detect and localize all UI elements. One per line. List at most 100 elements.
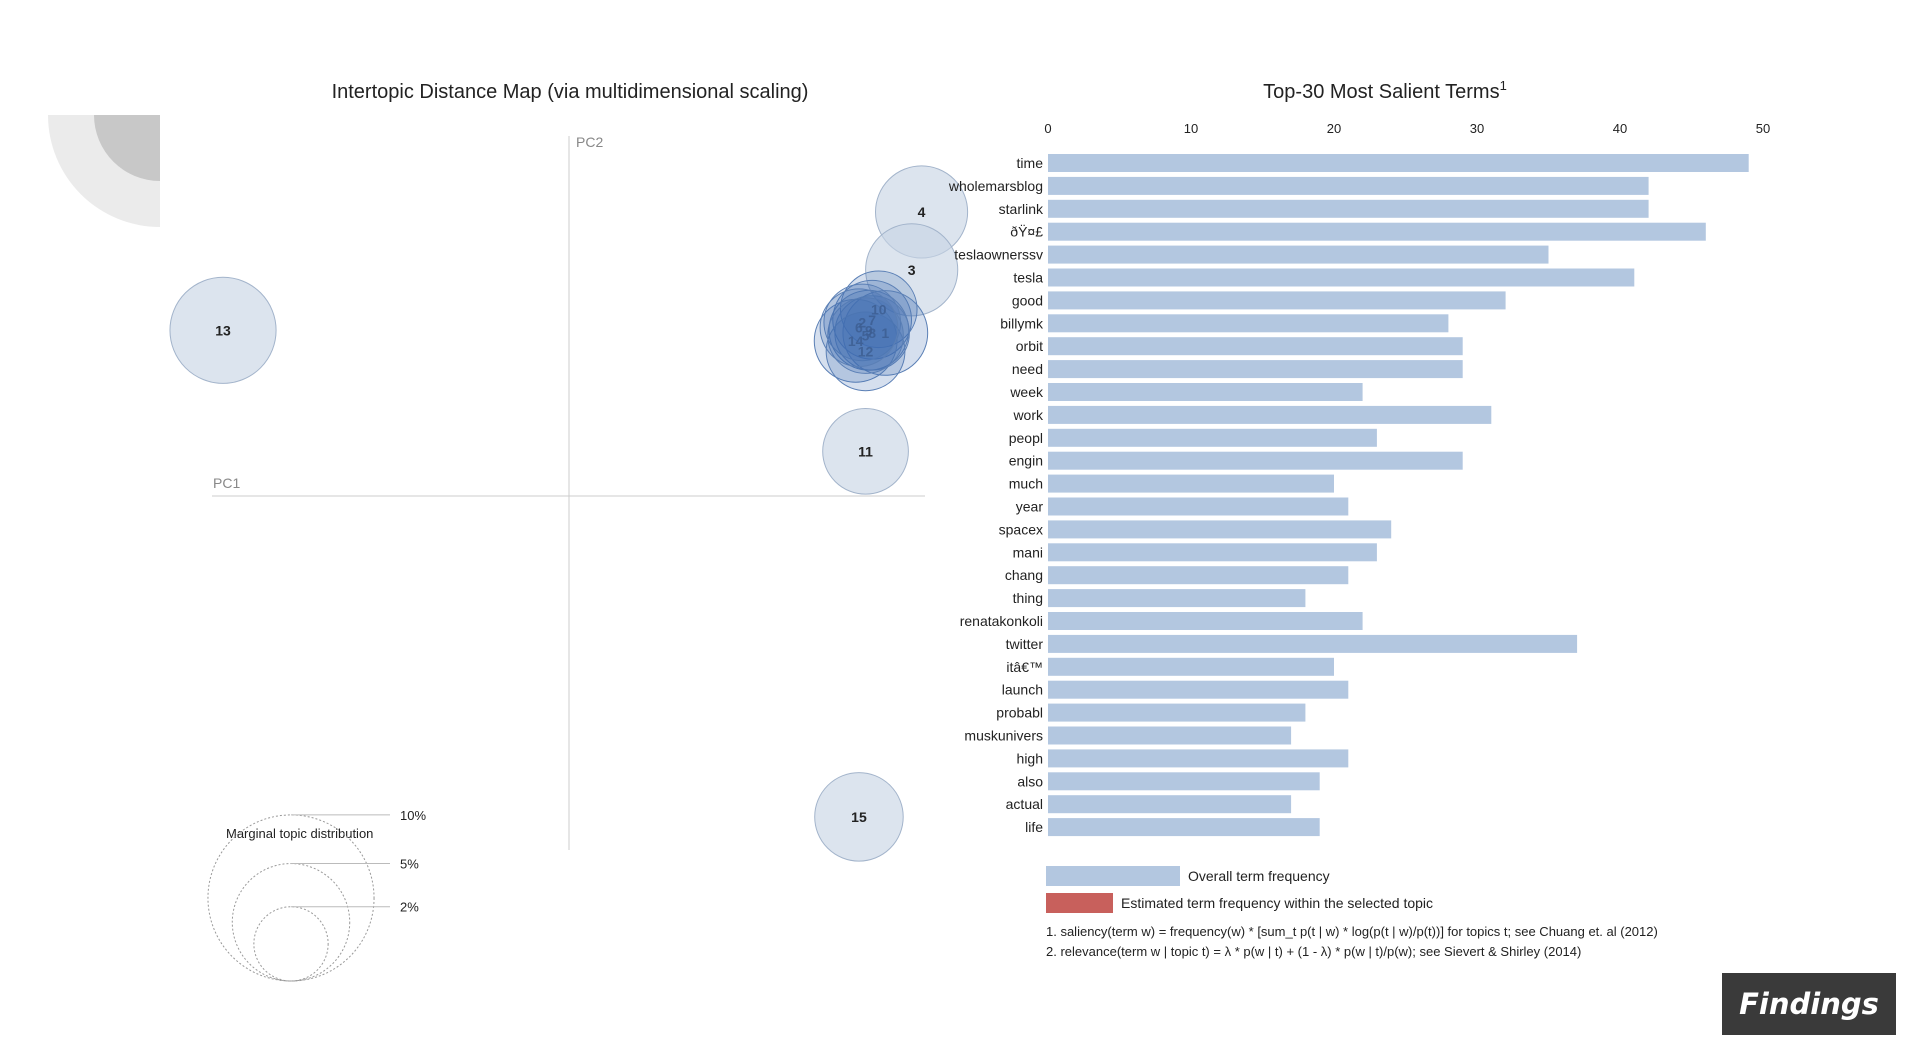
term-label[interactable]: week bbox=[1009, 384, 1044, 400]
findings-badge-label: Findings bbox=[1739, 987, 1879, 1021]
term-bar[interactable] bbox=[1048, 772, 1320, 791]
term-label[interactable]: mani bbox=[1013, 544, 1043, 560]
term-label[interactable]: billymk bbox=[1000, 315, 1044, 331]
term-bar[interactable] bbox=[1048, 291, 1506, 310]
topic-bubble-label: 2 bbox=[858, 314, 866, 330]
size-legend-label: 5% bbox=[400, 857, 419, 872]
term-bar[interactable] bbox=[1048, 566, 1349, 585]
bar-axis-tick-label: 50 bbox=[1756, 121, 1770, 136]
term-label[interactable]: itâ€™ bbox=[1006, 659, 1043, 675]
term-label[interactable]: wholemarsblog bbox=[948, 178, 1043, 194]
corner-decoration bbox=[48, 115, 160, 227]
term-bar[interactable] bbox=[1048, 612, 1363, 630]
term-bar[interactable] bbox=[1048, 428, 1377, 447]
intertopic-map-title: Intertopic Distance Map (via multidimens… bbox=[332, 81, 809, 103]
topic-bubble[interactable] bbox=[825, 311, 906, 392]
term-bar[interactable] bbox=[1048, 726, 1292, 745]
topic-bubble-label: 7 bbox=[868, 312, 876, 328]
term-bar[interactable] bbox=[1048, 680, 1349, 699]
term-label[interactable]: peopl bbox=[1009, 430, 1043, 446]
term-bar[interactable] bbox=[1048, 405, 1492, 424]
topic-bubble[interactable] bbox=[819, 288, 899, 368]
topic-bubble-label: 11 bbox=[858, 443, 873, 459]
term-bar[interactable] bbox=[1048, 749, 1349, 768]
term-label[interactable]: actual bbox=[1006, 796, 1043, 812]
term-label[interactable]: starlink bbox=[999, 201, 1044, 217]
term-bar[interactable] bbox=[1048, 474, 1334, 493]
topic-bubble-label: 8 bbox=[868, 325, 876, 341]
term-label[interactable]: much bbox=[1009, 476, 1043, 492]
term-label[interactable]: twitter bbox=[1006, 636, 1044, 652]
term-bar[interactable] bbox=[1048, 245, 1549, 264]
term-bar[interactable] bbox=[1048, 176, 1649, 195]
salient-terms-bars[interactable]: time wholemarsblog starlink ðŸ¤£ teslaowners… bbox=[948, 154, 1749, 837]
term-label[interactable]: time bbox=[1017, 155, 1044, 171]
term-label[interactable]: high bbox=[1017, 750, 1043, 766]
findings-badge: Findings bbox=[1722, 973, 1896, 1035]
term-label[interactable]: spacex bbox=[999, 521, 1043, 537]
topic-bubble[interactable] bbox=[814, 772, 904, 862]
term-label[interactable]: also bbox=[1017, 773, 1043, 789]
term-bar[interactable] bbox=[1048, 497, 1349, 516]
topic-bubble[interactable] bbox=[169, 276, 277, 384]
term-bar[interactable] bbox=[1048, 520, 1392, 539]
term-bar[interactable] bbox=[1048, 589, 1306, 608]
term-bar[interactable] bbox=[1048, 703, 1306, 722]
legend-swatch-overall bbox=[1046, 866, 1180, 886]
salient-terms-title-text: Top-30 Most Salient Terms bbox=[1263, 81, 1499, 103]
topic-bubble-label: 6 bbox=[855, 320, 863, 336]
term-bar[interactable] bbox=[1048, 451, 1463, 470]
term-label[interactable]: need bbox=[1012, 361, 1043, 377]
legend-label-overall: Overall term frequency bbox=[1188, 868, 1330, 884]
term-label[interactable]: life bbox=[1025, 819, 1043, 835]
bar-axis-tick-label: 0 bbox=[1044, 121, 1051, 136]
topic-bubble-label: 13 bbox=[215, 322, 231, 338]
term-bar[interactable] bbox=[1048, 314, 1449, 333]
term-bar[interactable] bbox=[1048, 383, 1363, 401]
topic-bubble[interactable] bbox=[827, 297, 904, 374]
term-bar[interactable] bbox=[1048, 795, 1292, 814]
term-label[interactable]: launch bbox=[1002, 682, 1043, 698]
term-label[interactable]: muskunivers bbox=[964, 728, 1043, 744]
term-label[interactable]: teslaownerssv bbox=[954, 247, 1043, 263]
term-label[interactable]: tesla bbox=[1013, 270, 1043, 286]
term-bar[interactable] bbox=[1048, 222, 1706, 241]
term-bar[interactable] bbox=[1048, 634, 1578, 653]
legend-swatch-topic bbox=[1046, 893, 1113, 913]
term-label[interactable]: thing bbox=[1013, 590, 1043, 606]
term-bar[interactable] bbox=[1048, 818, 1320, 837]
term-bar[interactable] bbox=[1048, 154, 1749, 172]
term-label[interactable]: work bbox=[1012, 407, 1044, 423]
size-legend-label: 2% bbox=[400, 900, 419, 915]
topic-bubble-label: 12 bbox=[858, 343, 874, 359]
pc2-axis-label: PC2 bbox=[576, 134, 603, 150]
topic-bubble[interactable] bbox=[822, 407, 909, 495]
term-label[interactable]: year bbox=[1016, 499, 1044, 515]
term-bar[interactable] bbox=[1048, 199, 1649, 218]
topic-bubble[interactable] bbox=[834, 295, 910, 371]
topic-bubble-label: 1 bbox=[881, 325, 889, 341]
term-label[interactable]: orbit bbox=[1016, 338, 1043, 354]
term-label[interactable]: renatakonkoli bbox=[960, 613, 1043, 629]
term-bar[interactable] bbox=[1048, 268, 1635, 287]
term-label[interactable]: good bbox=[1012, 292, 1043, 308]
term-label[interactable]: probabl bbox=[996, 705, 1043, 721]
corner-arc-shapes bbox=[48, 115, 160, 227]
bar-axis-tick-label: 10 bbox=[1184, 121, 1198, 136]
term-label[interactable]: ðŸ¤£ bbox=[1010, 224, 1043, 240]
salient-terms-title: Top-30 Most Salient Terms1 bbox=[1263, 78, 1507, 103]
marginal-distribution-legend-title: Marginal topic distribution bbox=[226, 826, 373, 841]
topic-bubble-label: 9 bbox=[865, 322, 873, 338]
term-bar[interactable] bbox=[1048, 657, 1334, 676]
salient-terms-title-sup: 1 bbox=[1500, 78, 1507, 93]
size-legend-circle bbox=[253, 906, 329, 982]
bar-axis-tick-label: 40 bbox=[1613, 121, 1627, 136]
size-legend-circle bbox=[207, 814, 375, 982]
topic-bubbles[interactable] bbox=[169, 165, 969, 862]
term-label[interactable]: chang bbox=[1005, 567, 1043, 583]
term-bar[interactable] bbox=[1048, 360, 1463, 379]
term-bar[interactable] bbox=[1048, 543, 1377, 562]
term-bar[interactable] bbox=[1048, 337, 1463, 356]
term-label[interactable]: engin bbox=[1009, 453, 1043, 469]
